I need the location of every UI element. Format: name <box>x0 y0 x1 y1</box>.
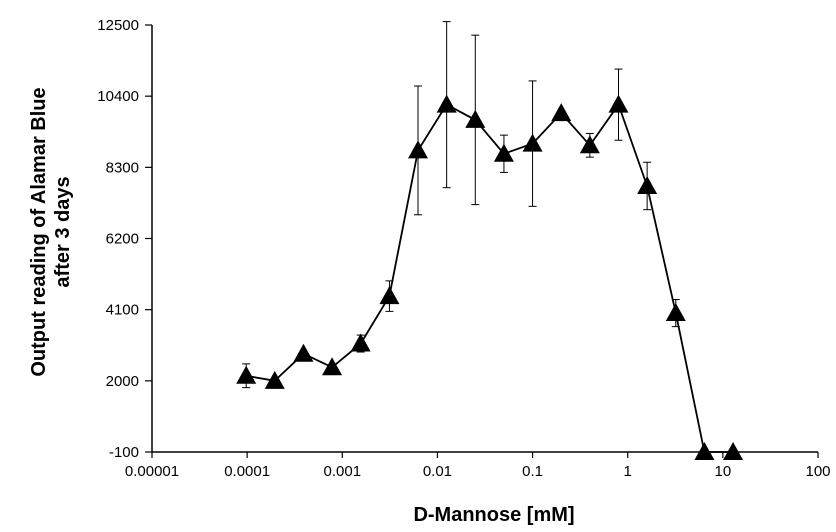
data-point-marker <box>637 175 658 194</box>
y-tick-label: 6200 <box>106 231 139 248</box>
data-point-marker <box>350 333 371 352</box>
data-point-marker <box>436 94 457 113</box>
data-point-marker <box>293 343 314 362</box>
x-tick-label: 0.1 <box>522 463 543 480</box>
error-bars <box>242 21 680 389</box>
x-ticks: 0.00001 0.0001 0.001 0.01 0.1 1 10 100 <box>125 452 831 480</box>
y-tick-label: 12500 <box>97 17 139 34</box>
x-tick-label: 10 <box>715 463 732 480</box>
data-markers <box>236 94 744 460</box>
data-point-marker <box>723 442 744 460</box>
data-point-marker <box>408 140 429 159</box>
data-point-marker <box>694 442 715 460</box>
series-line <box>246 102 734 453</box>
data-point-marker <box>493 143 514 162</box>
y-tick-label: 10400 <box>97 88 139 105</box>
x-axis-title: D-Mannose [mM] <box>413 504 574 526</box>
x-tick-label: 0.001 <box>324 463 362 480</box>
data-point-marker <box>665 303 686 322</box>
x-tick-label: 0.0001 <box>224 463 270 480</box>
x-tick-label: 0.00001 <box>125 463 179 480</box>
data-point-marker <box>465 109 486 128</box>
data-point-marker <box>322 357 343 376</box>
y-tick-label: 2000 <box>106 373 139 390</box>
x-tick-label: 0.01 <box>423 463 452 480</box>
y-axis-title: Output reading of Alamar Blue after 3 day… <box>28 87 74 376</box>
y-tick-label: -100 <box>109 444 139 461</box>
data-point-marker <box>264 370 285 389</box>
data-point-marker <box>522 133 543 152</box>
y-axis-title-text: Output reading of Alamar Blue after 3 day… <box>28 87 74 376</box>
data-point-marker <box>608 94 629 113</box>
y-axis-title-line: Output reading of Alamar Blue <box>28 87 50 376</box>
y-tick-label: 4100 <box>106 302 139 319</box>
data-point-marker <box>379 286 400 305</box>
y-axis-title-line: after 3 days <box>52 176 74 287</box>
y-ticks: -100 2000 4100 6200 8300 10400 12500 <box>97 17 152 461</box>
data-point-marker <box>236 365 257 384</box>
data-point-marker <box>579 135 600 154</box>
y-tick-label: 8300 <box>106 159 139 176</box>
data-point-marker <box>551 103 572 122</box>
x-tick-label: 100 <box>805 463 830 480</box>
x-tick-label: 1 <box>624 463 632 480</box>
